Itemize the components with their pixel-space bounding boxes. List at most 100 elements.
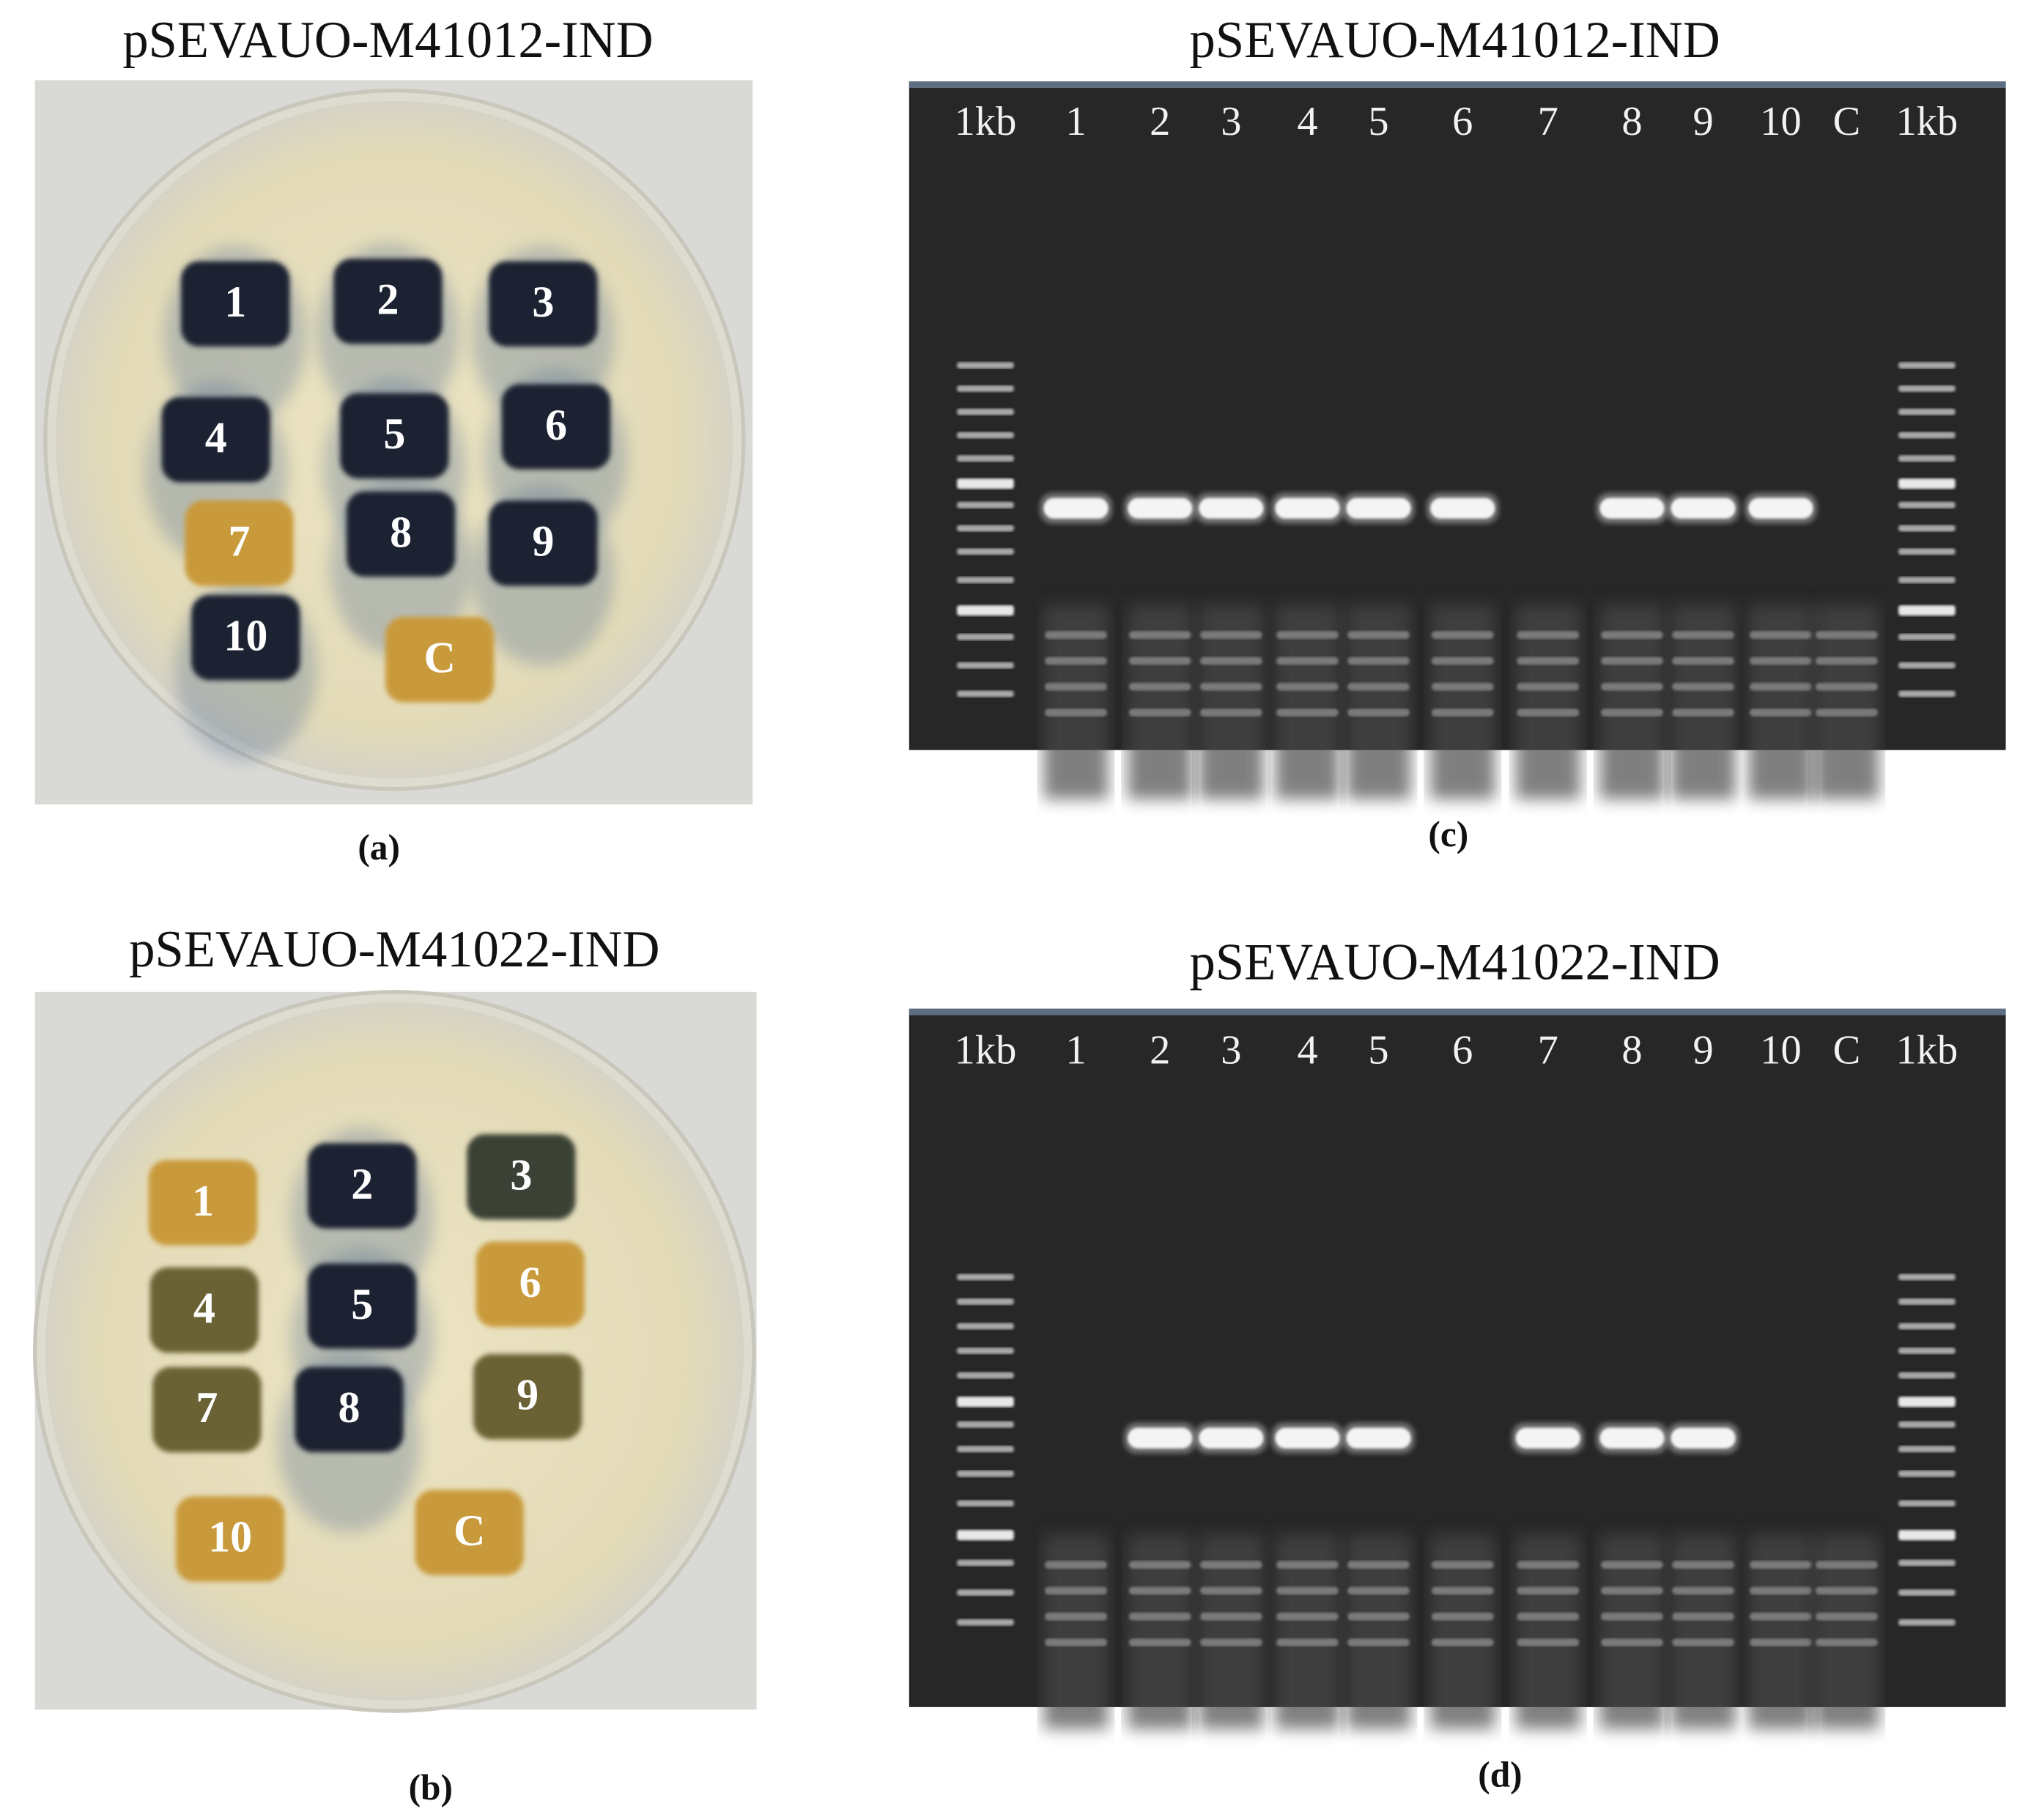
ladder-band <box>957 1347 1014 1355</box>
ladder-band <box>957 385 1014 392</box>
low-band <box>1750 1586 1812 1595</box>
colony-label: 6 <box>545 401 567 449</box>
ladder-band <box>1898 1421 1956 1428</box>
low-band <box>1431 631 1494 639</box>
colony-label: 2 <box>351 1160 373 1208</box>
low-band <box>1672 1613 1734 1621</box>
gel-edge <box>909 81 2006 89</box>
ladder-band <box>957 1446 1014 1453</box>
colony-patch <box>476 1241 585 1327</box>
pcr-band <box>1275 1427 1340 1449</box>
low-band <box>1601 1613 1663 1621</box>
ladder-band <box>957 1372 1014 1379</box>
lane-label: 6 <box>1452 99 1473 144</box>
colony-patch <box>181 261 290 347</box>
lane-label: 4 <box>1297 1028 1317 1073</box>
low-band <box>1517 631 1580 639</box>
low-band <box>1045 1638 1107 1646</box>
pcr-band <box>1346 497 1411 519</box>
colony-label: 4 <box>205 413 227 462</box>
low-band <box>1750 631 1812 639</box>
colony-patch <box>308 1143 417 1229</box>
low-band <box>1276 1613 1339 1621</box>
lane-label: 3 <box>1221 1028 1241 1073</box>
colony-label: 3 <box>510 1151 532 1199</box>
low-band <box>1517 1638 1580 1646</box>
panel-title: pSEVAUO-M41022-IND <box>1190 933 1720 991</box>
ladder-band <box>1898 525 1956 532</box>
panel-caption: (a) <box>358 827 400 868</box>
pcr-band <box>1275 497 1340 519</box>
low-band <box>1517 709 1580 717</box>
pcr-band <box>1346 1427 1411 1449</box>
ladder-band <box>1898 1273 1956 1281</box>
pcr-band <box>1430 497 1495 519</box>
panel-caption: (b) <box>409 1767 453 1808</box>
low-band <box>1045 709 1107 717</box>
ladder-band <box>1898 633 1956 640</box>
low-band <box>1128 682 1191 691</box>
colony-label: 5 <box>383 410 405 458</box>
lane-label: 2 <box>1150 99 1170 144</box>
colony-patch <box>176 1496 285 1582</box>
low-band <box>1045 1561 1107 1569</box>
low-band <box>1199 1586 1262 1595</box>
colony-label: C <box>454 1506 485 1555</box>
ladder-band <box>957 662 1014 669</box>
colony-label: 8 <box>390 508 412 556</box>
ladder-band <box>957 1530 1014 1541</box>
low-band <box>1750 682 1812 691</box>
colony-patch <box>489 261 598 347</box>
low-band <box>1750 1638 1812 1646</box>
low-band <box>1816 1586 1878 1595</box>
low-band <box>1601 709 1663 717</box>
colony-patch <box>308 1263 417 1349</box>
ladder-band <box>1898 690 1956 698</box>
lane-label: 1kb <box>955 1028 1017 1073</box>
pcr-band <box>1199 497 1264 519</box>
low-band <box>1128 1561 1191 1569</box>
lane-label: 5 <box>1368 1028 1388 1073</box>
lane-label: 8 <box>1621 1028 1642 1073</box>
ladder-band <box>1898 662 1956 669</box>
low-band <box>1601 631 1663 639</box>
ladder-band <box>957 633 1014 640</box>
panel-title: pSEVAUO-M41012-IND <box>122 12 653 69</box>
colony-label: 1 <box>224 278 246 326</box>
colony-label: 10 <box>208 1513 252 1561</box>
ladder-band <box>1898 1347 1956 1355</box>
pcr-band <box>1128 1427 1193 1449</box>
ladder-band <box>1898 577 1956 584</box>
colony-patch <box>467 1133 576 1220</box>
colony-label: 9 <box>532 517 554 566</box>
low-band <box>1750 709 1812 717</box>
low-band <box>1276 631 1339 639</box>
colony-patch <box>415 1490 524 1575</box>
low-band <box>1750 1561 1812 1569</box>
low-band <box>1045 1586 1107 1595</box>
low-band <box>1199 682 1262 691</box>
low-band <box>1128 1613 1191 1621</box>
colony-label: 2 <box>377 275 399 324</box>
low-band <box>1045 631 1107 639</box>
low-band <box>1431 709 1494 717</box>
low-band <box>1347 631 1410 639</box>
ladder-band <box>957 525 1014 532</box>
lane-label: 7 <box>1538 1028 1558 1073</box>
colony-label: 6 <box>519 1258 541 1306</box>
colony-patch <box>501 384 611 470</box>
low-band <box>1045 682 1107 691</box>
low-band <box>1601 656 1663 665</box>
ladder-band <box>1898 1298 1956 1305</box>
low-band <box>1128 631 1191 639</box>
low-band <box>1347 656 1410 665</box>
colony-label: 7 <box>196 1383 218 1432</box>
low-band <box>1128 1586 1191 1595</box>
low-band <box>1431 656 1494 665</box>
ladder-band <box>1898 408 1956 415</box>
low-band <box>1199 631 1262 639</box>
ladder-band <box>1898 478 1956 489</box>
lane-label: 2 <box>1150 1028 1170 1073</box>
low-band <box>1431 1586 1494 1595</box>
colony-patch <box>333 259 443 344</box>
